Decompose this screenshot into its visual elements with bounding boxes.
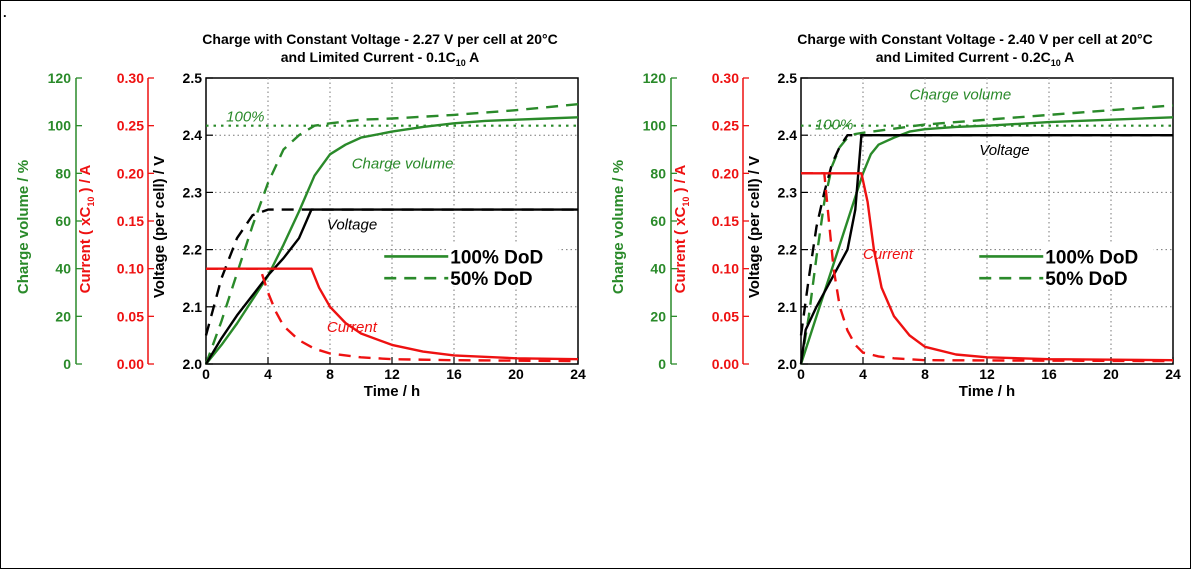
y-axis-label-voltage: Voltage (per cell) / V xyxy=(746,156,763,298)
series-charge-dashed xyxy=(204,103,579,365)
x-tick-label: 4 xyxy=(859,366,867,382)
annotation-voltage: Voltage xyxy=(979,142,1029,159)
x-tick-label: 12 xyxy=(979,366,995,382)
y-tick-label-charge: 40 xyxy=(650,261,666,277)
legend-bg-1 xyxy=(1041,242,1154,265)
y-tick-label-current: 0.20 xyxy=(712,165,739,181)
chart-right-2-40v: Charge with Constant Voltage - 2.40 V pe… xyxy=(610,31,1181,400)
y-axis-label-charge: Charge volume / % xyxy=(15,160,32,294)
x-tick-label: 16 xyxy=(446,366,462,382)
y-tick-label-voltage: 2.0 xyxy=(778,356,798,372)
x-tick-label: 16 xyxy=(1041,366,1057,382)
annotation-100-percent: 100% xyxy=(815,117,853,134)
y-tick-label-voltage: 2.1 xyxy=(778,299,798,315)
legend-bg-2 xyxy=(446,264,559,287)
y-tick-label-charge: 100 xyxy=(643,118,667,134)
x-axis-label: Time / h xyxy=(364,383,420,400)
y-tick-label-voltage: 2.4 xyxy=(778,127,798,143)
x-tick-label: 24 xyxy=(570,366,586,382)
y-tick-label-charge: 60 xyxy=(55,213,71,229)
legend-bg-1 xyxy=(446,242,559,265)
series-voltage-solid xyxy=(204,208,578,365)
y-tick-label-current: 0.00 xyxy=(712,356,739,372)
y-tick-label-voltage: 2.3 xyxy=(778,184,798,200)
x-tick-label: 20 xyxy=(508,366,524,382)
y-tick-label-charge: 40 xyxy=(55,261,71,277)
y-axis-label-charge: Charge volume / % xyxy=(610,160,627,294)
y-axis-label-current: Current ( xC10 ) / A xyxy=(672,165,691,294)
y-tick-label-current: 0.10 xyxy=(712,261,739,277)
y-tick-label-charge: 20 xyxy=(55,308,71,324)
chart-left-2-27v: Charge with Constant Voltage - 2.27 V pe… xyxy=(15,31,586,400)
series-voltage-solid xyxy=(799,133,1173,365)
y-tick-label-charge: 0 xyxy=(658,356,666,372)
series-charge-solid xyxy=(799,116,1174,365)
legend-bg-2 xyxy=(1041,264,1154,287)
y-tick-label-charge: 120 xyxy=(48,70,72,86)
y-tick-label-charge: 0 xyxy=(63,356,71,372)
legend-label-100-dod: 100% DoD xyxy=(1045,247,1138,268)
y-tick-label-voltage: 2.0 xyxy=(183,356,203,372)
y-tick-label-voltage: 2.3 xyxy=(183,184,203,200)
y-axis-label-voltage: Voltage (per cell) / V xyxy=(151,156,168,298)
y-tick-label-voltage: 2.5 xyxy=(778,70,798,86)
x-tick-label: 20 xyxy=(1103,366,1119,382)
series-voltage-dashed xyxy=(799,133,1173,336)
y-tick-label-voltage: 2.2 xyxy=(778,242,798,258)
y-tick-label-charge: 80 xyxy=(55,165,71,181)
y-tick-label-charge: 100 xyxy=(48,118,72,134)
chart-title-line1: Charge with Constant Voltage - 2.27 V pe… xyxy=(202,31,557,47)
y-tick-label-current: 0.15 xyxy=(117,213,144,229)
series-current-solid xyxy=(206,267,579,361)
chart-title-line2: and Limited Current - 0.2C10 A xyxy=(876,49,1075,68)
legend-label-50-dod: 50% DoD xyxy=(1045,269,1127,290)
x-tick-label: 4 xyxy=(264,366,272,382)
annotation-current: Current xyxy=(327,319,378,336)
annotation-voltage: Voltage xyxy=(327,217,377,234)
y-tick-label-current: 0.25 xyxy=(712,118,739,134)
chart-title-line1: Charge with Constant Voltage - 2.40 V pe… xyxy=(797,31,1152,47)
x-tick-label: 0 xyxy=(797,366,805,382)
series-current-dashed xyxy=(206,267,579,363)
y-tick-label-charge: 80 xyxy=(650,165,666,181)
annotation-charge-volume: Charge volume xyxy=(352,156,454,173)
series-charge-dashed xyxy=(799,104,1174,365)
x-tick-label: 8 xyxy=(326,366,334,382)
y-tick-label-current: 0.05 xyxy=(117,308,144,324)
annotation-100-percent: 100% xyxy=(226,109,264,126)
x-tick-label: 12 xyxy=(384,366,400,382)
annotation-charge-volume: Charge volume xyxy=(910,86,1012,103)
x-tick-label: 8 xyxy=(921,366,929,382)
series-current-solid xyxy=(801,172,1174,362)
legend-label-50-dod: 50% DoD xyxy=(450,269,532,290)
y-tick-label-current: 0.00 xyxy=(117,356,144,372)
corner-mark: . xyxy=(3,5,7,20)
series-voltage-dashed xyxy=(204,208,578,336)
y-tick-label-charge: 60 xyxy=(650,213,666,229)
y-tick-label-voltage: 2.4 xyxy=(183,127,203,143)
y-tick-label-current: 0.10 xyxy=(117,261,144,277)
y-tick-label-current: 0.30 xyxy=(117,70,144,86)
x-tick-label: 24 xyxy=(1165,366,1181,382)
y-axis-label-current: Current ( xC10 ) / A xyxy=(77,165,96,294)
y-tick-label-voltage: 2.1 xyxy=(183,299,203,315)
y-tick-label-charge: 20 xyxy=(650,308,666,324)
x-tick-label: 0 xyxy=(202,366,210,382)
y-tick-label-charge: 120 xyxy=(643,70,667,86)
series-current-dashed xyxy=(801,172,1174,363)
y-tick-label-voltage: 2.2 xyxy=(183,242,203,258)
y-tick-label-current: 0.25 xyxy=(117,118,144,134)
annotation-current: Current xyxy=(863,246,914,263)
x-axis-label: Time / h xyxy=(959,383,1015,400)
legend-label-100-dod: 100% DoD xyxy=(450,247,543,268)
y-tick-label-current: 0.30 xyxy=(712,70,739,86)
y-tick-label-current: 0.20 xyxy=(117,165,144,181)
chart-title-line2: and Limited Current - 0.1C10 A xyxy=(281,49,480,68)
y-tick-label-current: 0.15 xyxy=(712,213,739,229)
y-tick-label-voltage: 2.5 xyxy=(183,70,203,86)
y-tick-label-current: 0.05 xyxy=(712,308,739,324)
series-charge-solid xyxy=(205,116,579,365)
